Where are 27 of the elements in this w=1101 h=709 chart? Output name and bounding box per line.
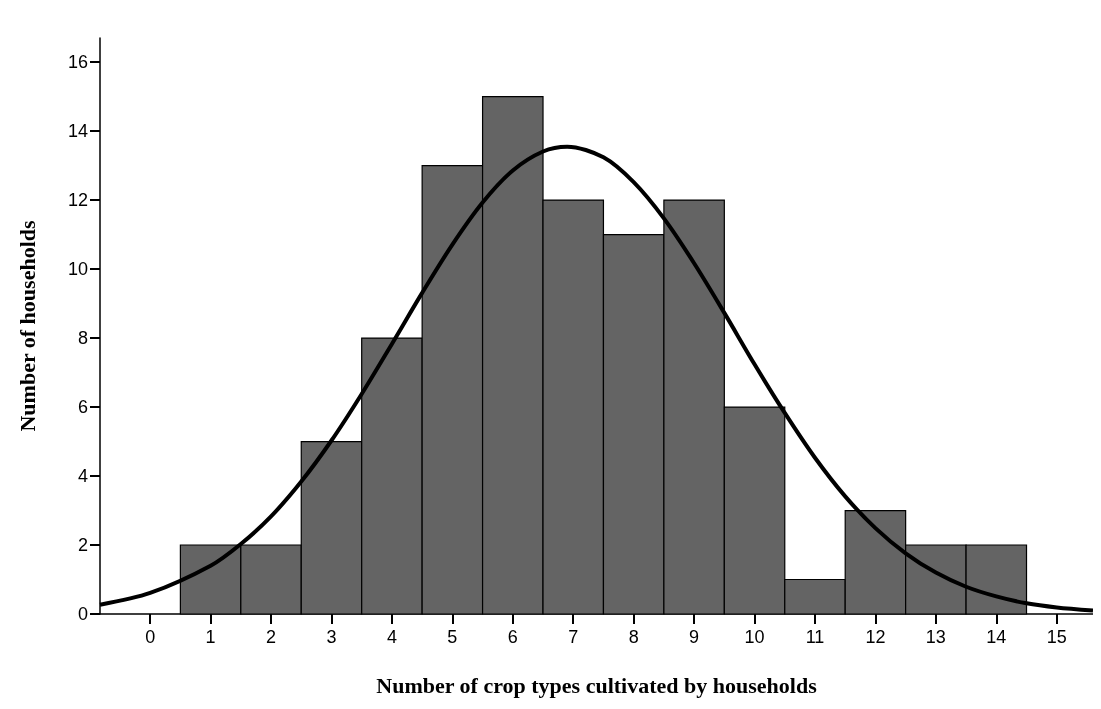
x-tick-label: 2 xyxy=(266,627,277,647)
y-tick-label: 14 xyxy=(67,121,88,142)
x-tick-label: 6 xyxy=(507,627,518,647)
y-tick-label: 10 xyxy=(67,259,88,280)
x-tick-label: 5 xyxy=(447,627,458,647)
x-tick-label: 9 xyxy=(689,627,700,647)
x-tick-label: 7 xyxy=(568,627,579,647)
x-tick-label: 15 xyxy=(1046,627,1067,647)
x-tick-label: 14 xyxy=(986,627,1007,647)
y-axis-title: Number of households xyxy=(14,220,40,432)
x-tick-label: 3 xyxy=(326,627,337,647)
y-tick-label: 0 xyxy=(77,604,88,624)
x-tick-label: 12 xyxy=(865,627,886,647)
y-tick-label: 2 xyxy=(77,535,88,556)
y-tick-label: 16 xyxy=(67,52,88,73)
x-axis-title: Number of crop types cultivated by households xyxy=(376,672,818,698)
y-tick-label: 6 xyxy=(77,397,88,418)
x-tick-label: 0 xyxy=(145,627,156,647)
x-tick-label: 4 xyxy=(386,627,397,647)
y-tick-label: 8 xyxy=(77,328,88,349)
x-tick-label: 1 xyxy=(205,627,216,647)
x-tick-label: 10 xyxy=(744,627,765,647)
x-tick-label: 8 xyxy=(628,627,639,647)
y-tick-label: 12 xyxy=(67,190,88,211)
y-tick-label: 4 xyxy=(77,466,88,487)
x-tick-label: 11 xyxy=(805,627,825,647)
x-tick-label: 13 xyxy=(925,627,946,647)
